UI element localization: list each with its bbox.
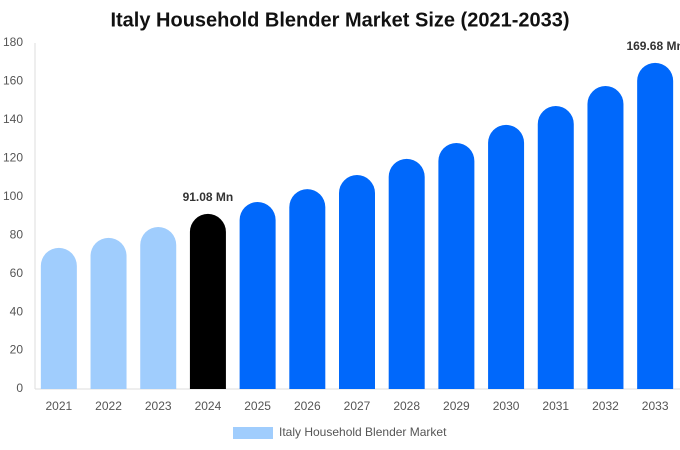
y-tick-label: 60 — [10, 266, 24, 280]
bar — [488, 124, 525, 389]
y-tick-label: 180 — [3, 35, 23, 49]
value-label: 169.68 Mn — [626, 39, 680, 53]
y-tick-label: 80 — [10, 227, 24, 241]
chart-title: Italy Household Blender Market Size (202… — [110, 9, 569, 31]
bar — [637, 62, 674, 389]
x-tick-label: 2029 — [443, 399, 470, 413]
bar — [438, 142, 475, 389]
x-tick-label: 2031 — [542, 399, 569, 413]
x-tick-label: 2022 — [95, 399, 122, 413]
x-tick-label: 2026 — [294, 399, 321, 413]
bar — [140, 226, 177, 389]
x-tick-label: 2027 — [344, 399, 371, 413]
value-label: 91.08 Mn — [183, 190, 234, 204]
y-tick-label: 40 — [10, 304, 24, 318]
x-tick-label: 2023 — [145, 399, 172, 413]
x-tick-label: 2024 — [195, 399, 222, 413]
y-tick-label: 160 — [3, 74, 23, 88]
x-tick-label: 2033 — [642, 399, 669, 413]
y-tick-label: 0 — [16, 381, 23, 395]
bar — [339, 175, 375, 389]
x-tick-label: 2028 — [393, 399, 420, 413]
bar — [388, 158, 425, 389]
y-tick-label: 20 — [10, 343, 24, 357]
bar — [537, 106, 574, 389]
y-tick-label: 120 — [3, 151, 23, 165]
bar — [587, 86, 624, 390]
bar — [40, 247, 77, 389]
x-tick-label: 2030 — [493, 399, 520, 413]
bar — [289, 189, 326, 389]
legend-swatch — [233, 427, 273, 439]
bar — [90, 237, 127, 389]
x-tick-label: 2025 — [244, 399, 271, 413]
y-tick-label: 100 — [3, 189, 23, 203]
x-tick-label: 2032 — [592, 399, 619, 413]
x-tick-label: 2021 — [45, 399, 72, 413]
y-tick-label: 140 — [3, 112, 23, 126]
bar — [189, 213, 226, 389]
legend-label: Italy Household Blender Market — [279, 425, 447, 439]
bar — [239, 201, 276, 389]
